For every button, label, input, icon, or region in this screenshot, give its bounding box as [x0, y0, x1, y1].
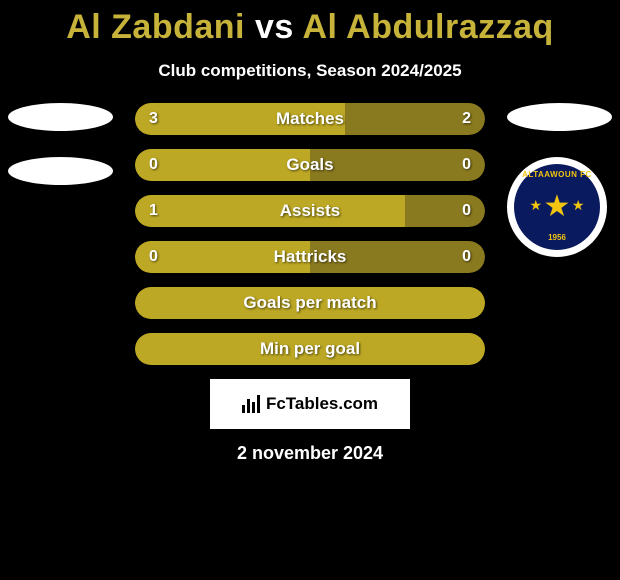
- club-year-label: 1956: [548, 233, 566, 242]
- bar-label: Matches: [135, 103, 485, 135]
- title-player-left: Al Zabdani: [66, 8, 245, 46]
- footer-date: 2 november 2024: [0, 443, 620, 464]
- title-vs: vs: [255, 8, 294, 46]
- club-placeholder-icon: [8, 157, 113, 185]
- club-placeholder-icon: [507, 103, 612, 131]
- star-icon: ★ ★ ★: [544, 192, 571, 222]
- club-badge-altaawoun: ALTAAWOUN FC ★ ★ ★ 1956: [507, 157, 607, 257]
- stat-bar: 00Goals: [135, 149, 485, 181]
- club-name-label: ALTAAWOUN FC: [522, 170, 592, 179]
- comparison-area: ALTAAWOUN FC ★ ★ ★ 1956 32Matches 00Goals…: [0, 103, 620, 365]
- bar-label: Assists: [135, 195, 485, 227]
- club-placeholder-icon: [8, 103, 113, 131]
- club-badge-inner: ALTAAWOUN FC ★ ★ ★ 1956: [514, 164, 600, 250]
- bar-label: Goals per match: [135, 287, 485, 319]
- stat-bar: Min per goal: [135, 333, 485, 365]
- page-title: Al Zabdani vs Al Abdulrazzaq: [0, 0, 620, 47]
- stat-bar: 00Hattricks: [135, 241, 485, 273]
- left-player-clubs: [8, 103, 113, 211]
- brand-logo: FcTables.com: [210, 379, 410, 429]
- bar-label: Goals: [135, 149, 485, 181]
- bar-label: Hattricks: [135, 241, 485, 273]
- subtitle: Club competitions, Season 2024/2025: [0, 61, 620, 81]
- brand-text: FcTables.com: [266, 394, 378, 414]
- barchart-icon: [242, 395, 262, 413]
- stat-bar: Goals per match: [135, 287, 485, 319]
- bar-label: Min per goal: [135, 333, 485, 365]
- right-player-clubs: ALTAAWOUN FC ★ ★ ★ 1956: [507, 103, 612, 257]
- stat-bar: 10Assists: [135, 195, 485, 227]
- stat-bars: 32Matches 00Goals 10Assists 00Hattricks Goal…: [135, 103, 485, 365]
- stat-bar: 32Matches: [135, 103, 485, 135]
- title-player-right: Al Abdulrazzaq: [302, 8, 553, 46]
